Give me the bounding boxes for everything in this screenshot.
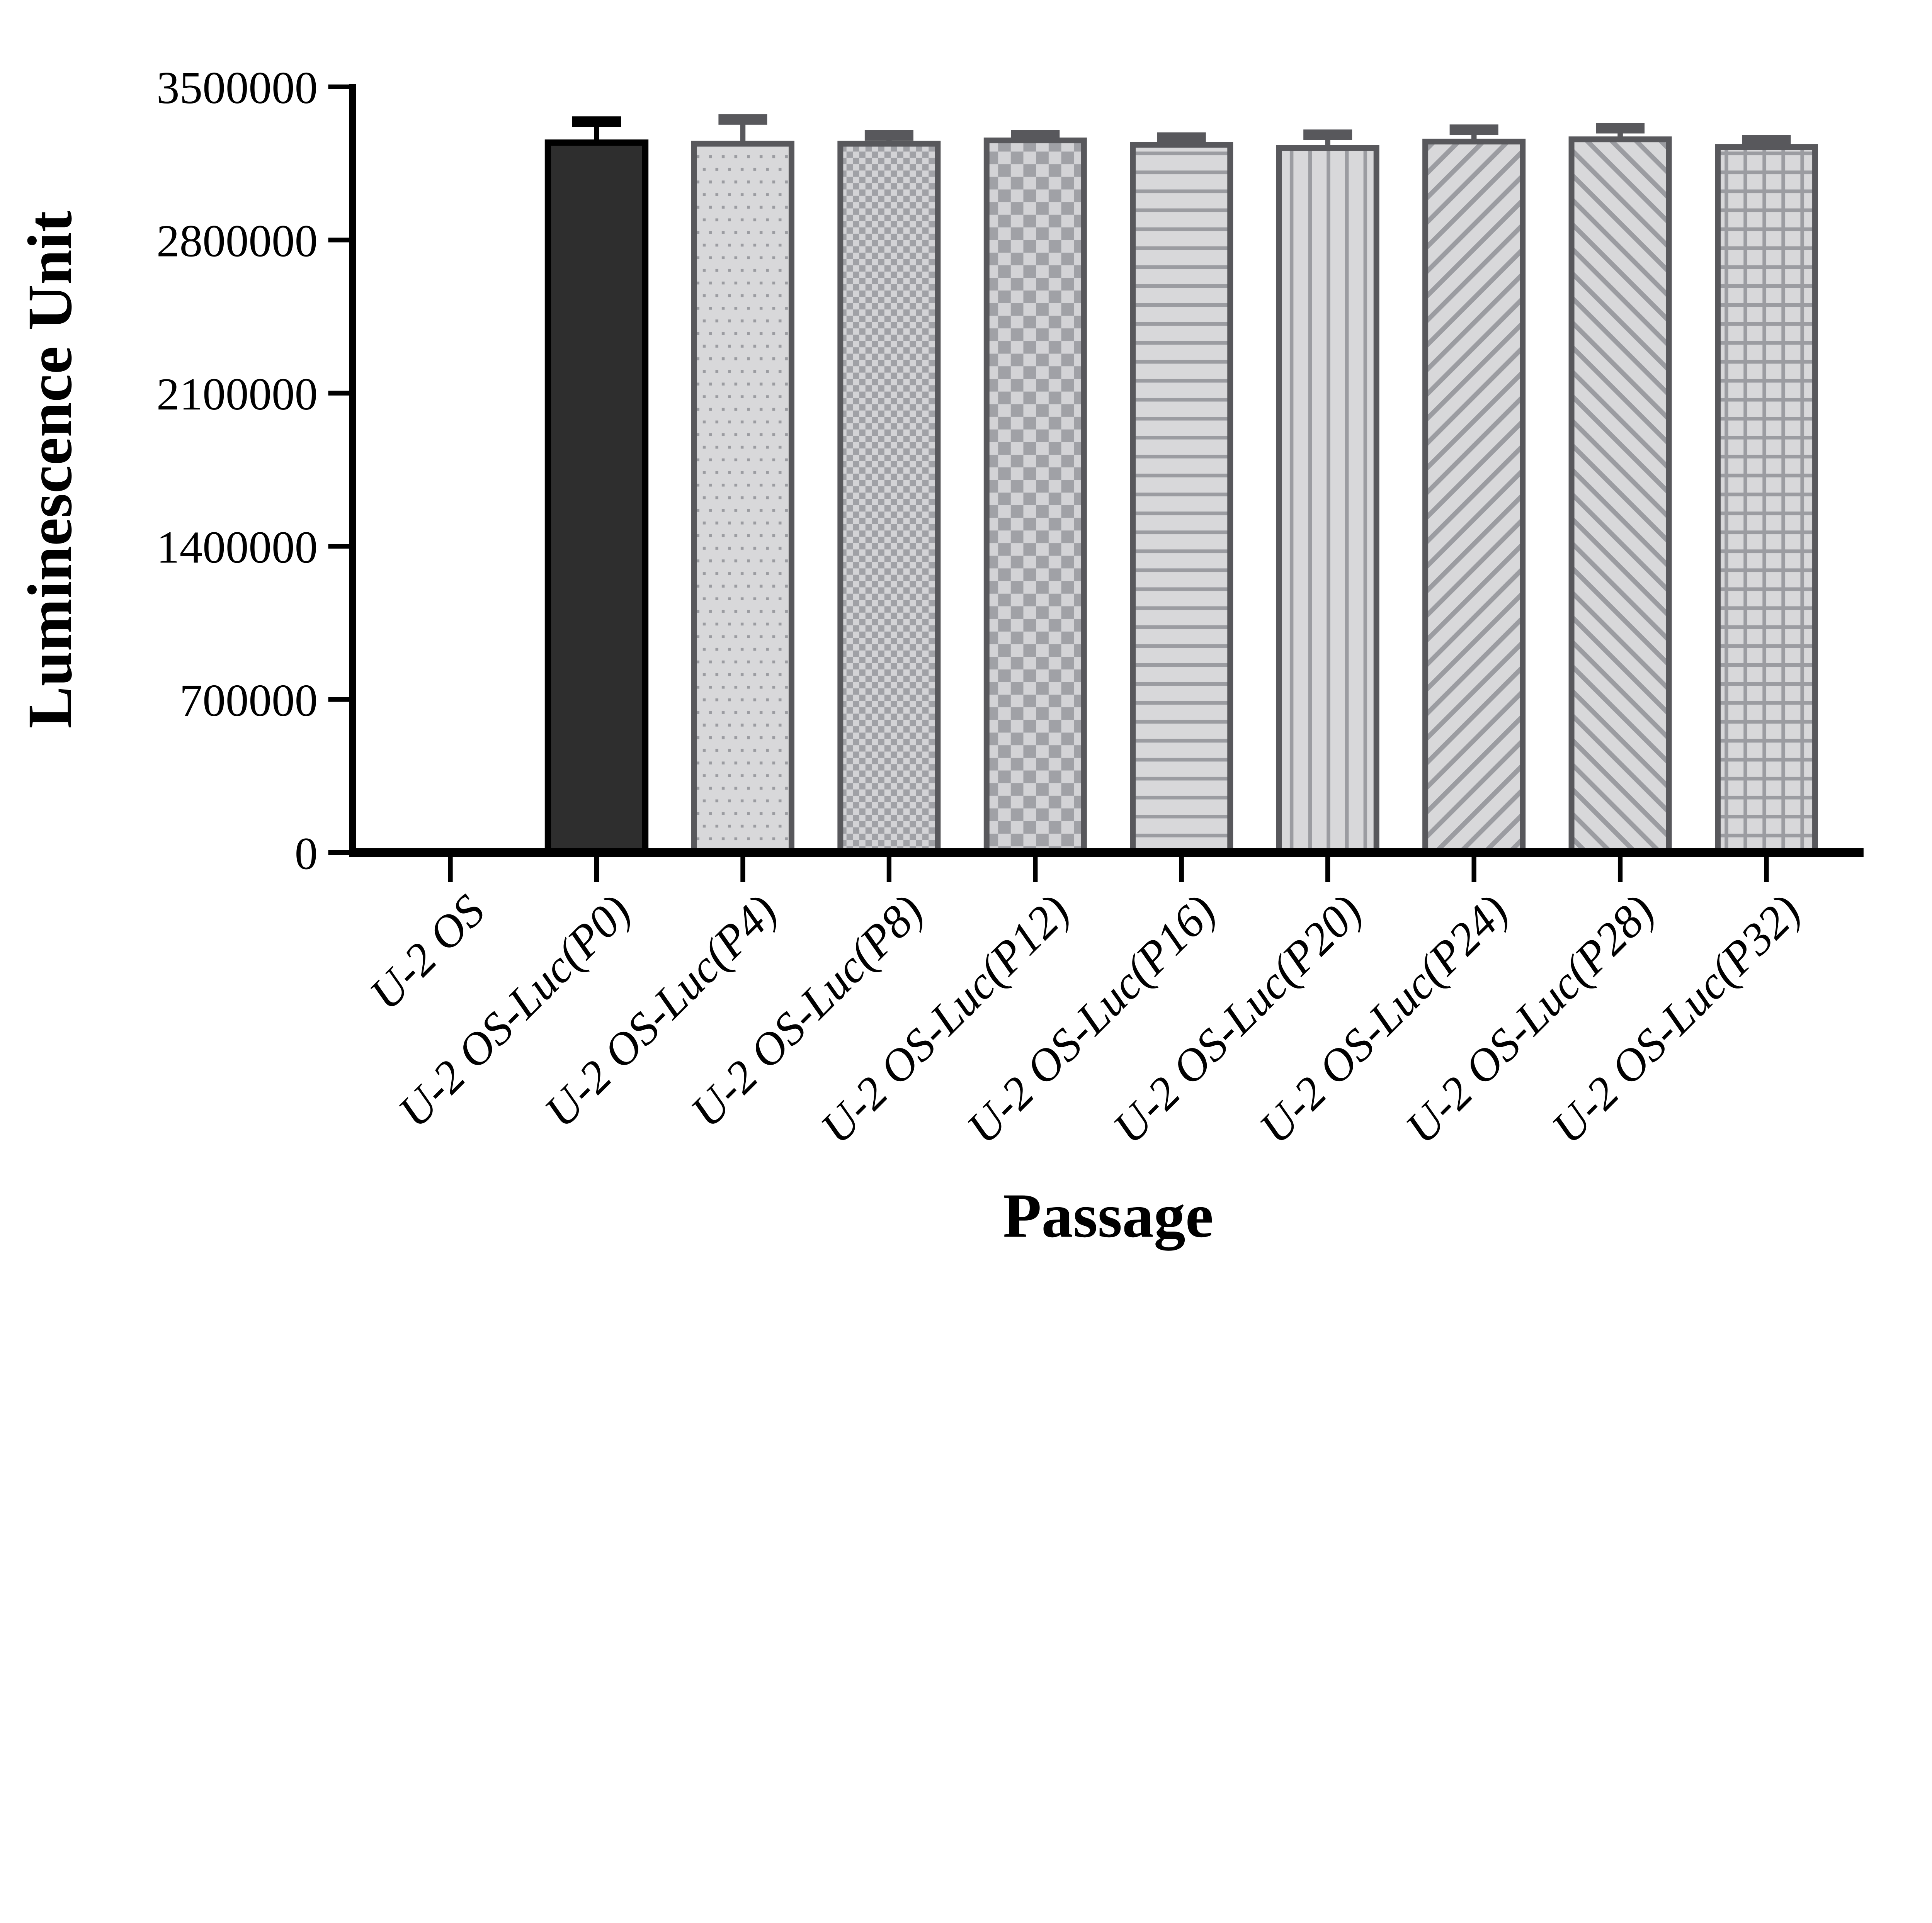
x-tick [1033,857,1038,882]
bar-U-2 OS-Luc(P0) [544,139,649,856]
y-tick-label: 2100000 [156,369,318,420]
bar-U-2 OS-Luc(P32) [1715,144,1818,856]
x-tick [740,857,745,882]
bar-U-2 OS-Luc(P12) [983,138,1087,856]
x-axis-line [349,848,1864,857]
error-bar-cap [718,114,767,125]
x-tick [1617,857,1623,882]
bar-U-2 OS-Luc(P24) [1422,138,1526,856]
y-tick-label: 2800000 [156,215,318,266]
y-tick [328,850,349,855]
x-tick-label: U-2 OS-Luc(P20) [1103,885,1372,1153]
x-tick [886,857,891,882]
tick-labels-layer: 0 700000 1400000 2100000 2800000 3500000 U-2 O… [156,62,1810,1153]
y-tick-label: 0 [295,828,318,879]
x-tick-label: U-2 OS [360,885,494,1019]
y-axis-line [349,84,356,857]
bar-U-2 OS-Luc(P8) [837,141,941,856]
bar-U-2 OS-Luc(P20) [1276,145,1379,856]
y-tick-label: 1400000 [156,522,318,572]
x-tick-label: U-2 OS-Luc(P16) [957,885,1226,1153]
bars-layer [544,136,1818,856]
bar-chart-canvas: 0 700000 1400000 2100000 2800000 3500000 U-2 O… [15,62,1864,1251]
x-tick-label: U-2 OS-Luc(P28) [1396,885,1664,1153]
error-bar-cap [1742,135,1791,146]
error-bar-cap [1157,132,1206,143]
x-tick [1764,857,1769,882]
y-tick-label: 3500000 [156,62,318,113]
x-axis-title: Passage [1003,1181,1213,1251]
x-tick-label: U-2 OS-Luc(P12) [811,885,1079,1153]
x-tick-label: U-2 OS-Luc(P32) [1542,885,1810,1153]
error-bar-cap [864,130,913,141]
x-tick [1325,857,1330,882]
x-tick [448,857,453,882]
x-tick [1179,857,1184,882]
bar-U-2 OS-Luc(P4) [691,141,794,856]
error-bar-cap [1596,123,1645,134]
error-bar-cap [572,116,621,127]
error-bar-cap [1303,129,1352,140]
y-tick [328,84,349,89]
error-bar-cap [1449,124,1498,135]
y-tick [328,238,349,243]
x-tick [594,857,599,882]
y-tick [328,544,349,549]
bar-U-2 OS-Luc(P16) [1130,142,1233,856]
x-tick [1471,857,1476,882]
y-tick-label: 700000 [180,675,318,726]
chart-figure: 0 700000 1400000 2100000 2800000 3500000 U-2 O… [15,62,1864,1251]
y-tick [328,391,349,396]
y-axis-title: Luminescence Unit [15,211,85,728]
y-tick [328,697,349,702]
x-tick-label: U-2 OS-Luc(P24) [1250,885,1518,1153]
axes-layer [328,84,1864,882]
bar-U-2 OS-Luc(P28) [1568,136,1672,856]
